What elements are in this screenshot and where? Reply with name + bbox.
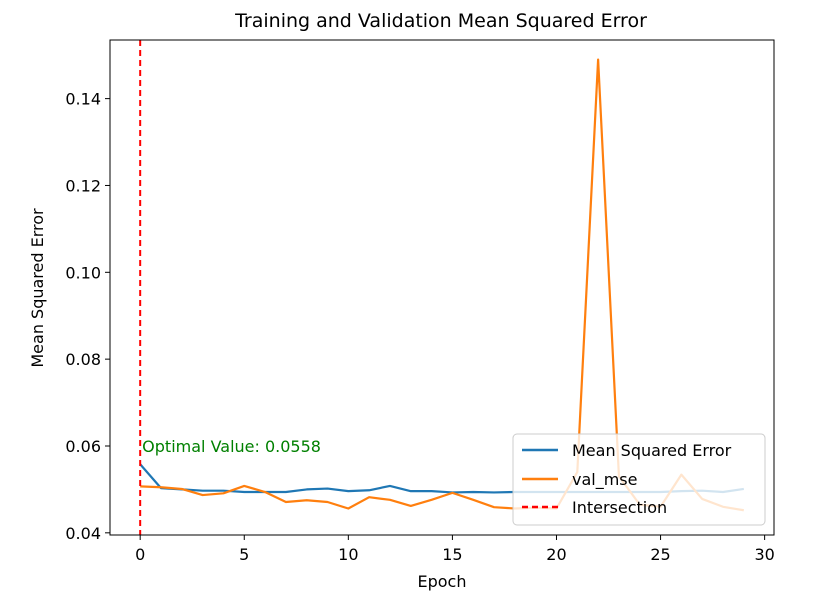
y-tick-label: 0.04 (65, 524, 101, 543)
y-tick-label: 0.14 (65, 90, 101, 109)
y-tick-label: 0.12 (65, 176, 101, 195)
optimal-value-annotation: Optimal Value: 0.0558 (142, 437, 321, 456)
legend-label-mse: Mean Squared Error (572, 441, 732, 460)
plot-frame (109, 39, 775, 536)
y-tick-label: 0.10 (65, 263, 101, 282)
legend-label-intersection: Intersection (572, 498, 667, 517)
x-axis: 0 5 10 15 20 25 30 (135, 535, 775, 564)
y-tick-label: 0.06 (65, 437, 101, 456)
x-tick-label: 25 (650, 545, 670, 564)
x-tick-label: 10 (338, 545, 358, 564)
x-axis-label: Epoch (418, 572, 467, 591)
x-tick-label: 20 (546, 545, 566, 564)
legend-box (512, 433, 766, 526)
y-axis: 0.04 0.06 0.08 0.10 0.12 0.14 (65, 90, 110, 543)
chart-title: Training and Validation Mean Squared Err… (234, 10, 647, 32)
x-tick-label: 0 (135, 545, 145, 564)
y-tick-label: 0.08 (65, 350, 101, 369)
y-axis-label: Mean Squared Error (28, 208, 47, 368)
x-tick-label: 15 (442, 545, 462, 564)
legend: Mean Squared Error val_mse Intersection (512, 433, 766, 526)
legend-label-val-mse: val_mse (572, 470, 637, 490)
x-tick-label: 30 (754, 545, 774, 564)
x-tick-label: 5 (239, 545, 249, 564)
